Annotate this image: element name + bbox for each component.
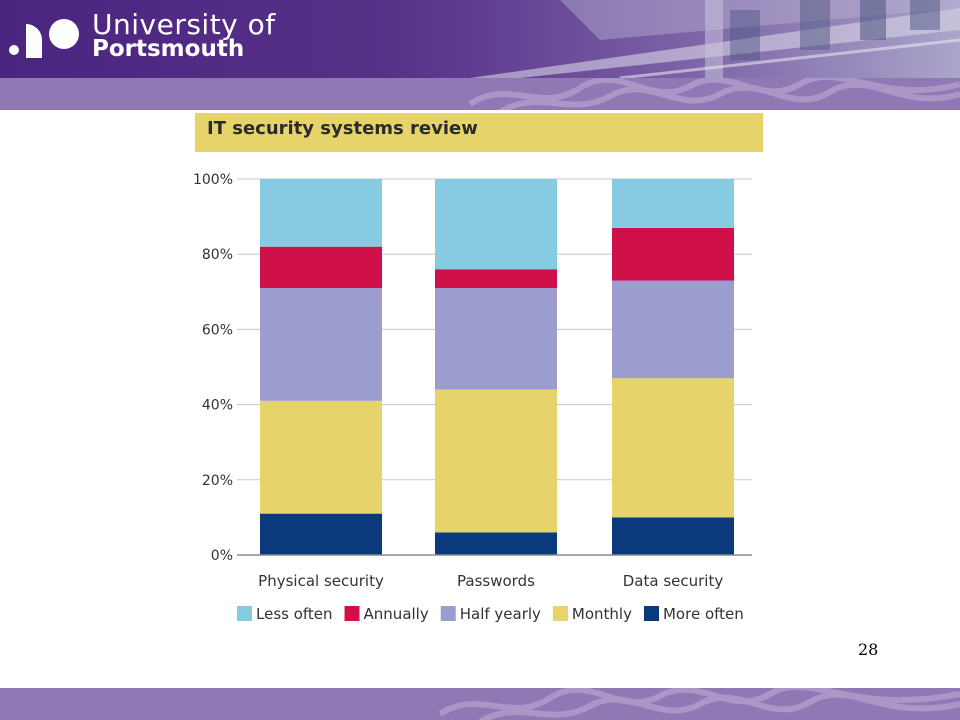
y-tick-label: 80% bbox=[202, 247, 233, 263]
bar-segment bbox=[435, 269, 557, 289]
bars-layer bbox=[260, 179, 734, 555]
bar-segment bbox=[260, 513, 382, 555]
legend-swatch bbox=[344, 606, 360, 621]
bar-segment bbox=[260, 179, 382, 247]
bar-segment bbox=[260, 400, 382, 514]
y-tick-label: 0% bbox=[211, 548, 233, 564]
bar-segment bbox=[612, 179, 734, 228]
legend-label: Less often bbox=[256, 605, 333, 623]
legend-label: Half yearly bbox=[460, 605, 541, 623]
legend-label: Annually bbox=[364, 605, 429, 623]
decorative-wave-band-top bbox=[0, 78, 960, 110]
bar-segment bbox=[435, 532, 557, 555]
legend-swatch bbox=[643, 606, 659, 621]
building-photo bbox=[0, 0, 960, 78]
stacked-bar-chart: 0% 20% 40% 60% 80% 100% Physical security Pass… bbox=[193, 172, 752, 623]
bar-segment bbox=[260, 288, 382, 401]
y-tick-label: 40% bbox=[202, 398, 233, 414]
legend-swatch bbox=[440, 606, 456, 621]
bar-segment bbox=[435, 288, 557, 390]
y-tick-label: 100% bbox=[193, 172, 233, 188]
category-labels: Physical security Passwords Data security bbox=[258, 572, 723, 590]
bar-segment bbox=[612, 280, 734, 379]
legend-swatch bbox=[552, 606, 568, 621]
chart-title: IT security systems review bbox=[207, 118, 478, 139]
y-tick-label: 20% bbox=[202, 473, 233, 489]
header-banner: University of Portsmouth bbox=[0, 0, 960, 78]
legend-label: More often bbox=[663, 605, 744, 623]
legend-label: Monthly bbox=[572, 605, 632, 623]
bar-segment bbox=[435, 389, 557, 533]
category-label: Physical security bbox=[258, 572, 384, 590]
category-label: Passwords bbox=[457, 572, 535, 590]
legend-swatch bbox=[237, 606, 252, 621]
university-logo-icon bbox=[9, 19, 79, 58]
bar-segment bbox=[435, 179, 557, 270]
y-tick-labels: 0% 20% 40% 60% 80% 100% bbox=[193, 172, 233, 564]
chart-title-bar: IT security systems review bbox=[195, 113, 763, 152]
bar-segment bbox=[612, 227, 734, 281]
university-name-line1: University of bbox=[92, 8, 276, 41]
page-number: 28 bbox=[858, 640, 879, 659]
legend: Less often Annually Half yearly Monthly More… bbox=[237, 605, 744, 623]
university-name-line2: Portsmouth bbox=[92, 36, 245, 62]
category-label: Data security bbox=[623, 572, 724, 590]
bar-segment bbox=[612, 378, 734, 518]
bar-segment bbox=[612, 517, 734, 555]
decorative-wave-band-bottom bbox=[0, 688, 960, 720]
y-tick-label: 60% bbox=[202, 322, 233, 338]
bar-segment bbox=[260, 246, 382, 289]
